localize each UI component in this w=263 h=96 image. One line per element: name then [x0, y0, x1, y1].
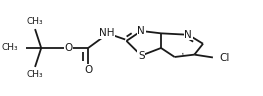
Text: Cl: Cl [219, 53, 229, 63]
Text: N: N [137, 26, 145, 36]
Text: N: N [184, 30, 192, 40]
Text: CH₃: CH₃ [27, 70, 43, 79]
Text: O: O [64, 43, 73, 53]
Text: NH: NH [99, 28, 115, 38]
Text: S: S [138, 51, 145, 61]
Text: CH₃: CH₃ [27, 17, 43, 26]
Text: CH₃: CH₃ [1, 43, 18, 53]
Text: O: O [84, 65, 92, 75]
